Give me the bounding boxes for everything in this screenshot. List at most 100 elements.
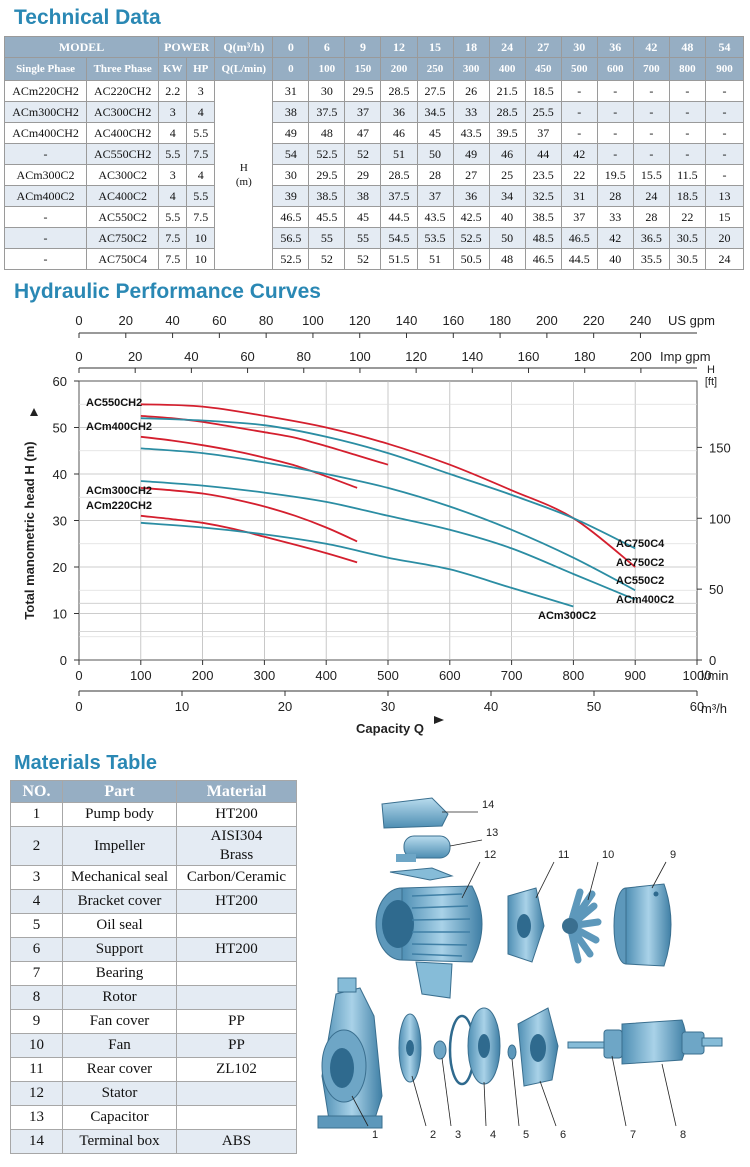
head-value: 56.5: [272, 227, 310, 249]
flow-m3h-cell: 15: [416, 36, 454, 58]
table-row: 7 Bearing: [10, 961, 297, 986]
head-value: 44.5: [380, 206, 418, 228]
part-name: Capacitor: [62, 1105, 177, 1130]
us-gpm-tick-label: 200: [536, 313, 558, 328]
head-value: 46.5: [524, 248, 562, 270]
callout-leader-line: [539, 1080, 557, 1127]
table-row: - AC750C2 7.5 10 56.5 55 55 54.5 53.5 52.5 50 48.5 4…: [3, 227, 745, 249]
table-row: 2 Impeller AISI304 Brass: [10, 826, 297, 866]
part-material: ZL102: [176, 1057, 297, 1082]
head-value: 45: [344, 206, 382, 228]
part-header: Part: [62, 780, 177, 803]
hp-value: 10: [186, 227, 216, 249]
head-value: 51: [380, 143, 418, 165]
lmin-tick-label: 600: [439, 668, 461, 683]
series-label: ACm400C2: [616, 594, 674, 606]
head-value: 25.5: [524, 101, 562, 123]
head-value: 28.5: [380, 164, 418, 186]
head-value: 22: [668, 206, 706, 228]
part-number: 5: [10, 913, 63, 938]
imp-gpm-tick-label: 0: [75, 349, 82, 364]
material-value: Brass: [219, 847, 254, 863]
head-value: 51: [416, 248, 454, 270]
head-value: 29: [344, 164, 382, 186]
flow-lmin-cell: 300: [452, 57, 490, 81]
power-header: POWER: [158, 36, 216, 58]
three-phase-model: AC550CH2: [86, 143, 160, 165]
flow-lmin-cell: 800: [668, 57, 706, 81]
three-phase-model: AC550C2: [86, 206, 160, 228]
us-gpm-tick-label: 140: [396, 313, 418, 328]
y-tick-label: 10: [53, 607, 67, 622]
callout-leader-line: [411, 1075, 427, 1127]
part-name: Bearing: [62, 961, 177, 986]
imp-gpm-tick-label: 140: [461, 349, 483, 364]
head-value: -: [560, 101, 598, 123]
material-value: HT200: [215, 893, 258, 909]
m3h-tick-label: 10: [175, 699, 189, 714]
us-gpm-tick-label: 80: [259, 313, 273, 328]
flow-lmin-cell: 150: [344, 57, 382, 81]
head-value: 25: [488, 164, 526, 186]
head-value: 34: [488, 185, 526, 207]
part-material: [176, 913, 297, 938]
head-value: 45.5: [308, 206, 346, 228]
pump-body-part: [317, 977, 383, 1129]
part-number: 11: [10, 1057, 63, 1082]
curve-ac750c4: [140, 417, 636, 550]
head-value: 49: [452, 143, 490, 165]
series-label: AC750C2: [616, 557, 664, 569]
imp-gpm-tick-label: 20: [128, 349, 142, 364]
imp-gpm-tick-label: 100: [349, 349, 371, 364]
part-material: [176, 985, 297, 1010]
lmin-tick-label: 300: [254, 668, 276, 683]
single-phase-model: -: [3, 206, 88, 228]
head-value: 36.5: [632, 227, 670, 249]
head-value: 37.5: [380, 185, 418, 207]
head-value: 36: [380, 101, 418, 123]
material-header: Material: [176, 780, 297, 803]
m3h-tick-label: 20: [278, 699, 292, 714]
callout-number: 11: [558, 849, 569, 861]
head-value: 26: [452, 80, 490, 102]
imp-gpm-tick-label: 200: [630, 349, 652, 364]
single-phase-model: ACm400CH2: [3, 122, 88, 144]
part-number: 13: [10, 1105, 63, 1130]
callout-number: 6: [560, 1129, 566, 1141]
head-value: 37: [560, 206, 598, 228]
single-phase-header: Single Phase: [3, 57, 88, 81]
head-value: 52.5: [452, 227, 490, 249]
head-value: 51.5: [380, 248, 418, 270]
part-material: PP: [176, 1033, 297, 1058]
head-value: 24: [632, 185, 670, 207]
hydraulic-performance-chart: 0 10 20 30 40 50 60 Total manometric head H (m)…: [22, 313, 731, 736]
head-value: 27: [452, 164, 490, 186]
head-value: -: [704, 80, 745, 102]
callout-leader-line: [611, 1055, 627, 1127]
part-number: 7: [10, 961, 63, 986]
head-value: 28: [596, 185, 634, 207]
hp-header: HP: [186, 57, 216, 81]
head-value: -: [704, 122, 745, 144]
head-value: 38: [344, 185, 382, 207]
kw-value: 3: [158, 101, 188, 123]
flow-lmin-cell: 600: [596, 57, 634, 81]
hp-value: 5.5: [186, 185, 216, 207]
ft-tick-label: 50: [709, 582, 723, 597]
flow-m3h-cell: 18: [452, 36, 490, 58]
flow-lmin-cell: 100: [308, 57, 346, 81]
callout-number: 5: [523, 1129, 529, 1141]
terminal-box-part: [381, 797, 449, 829]
head-value: 44.5: [560, 248, 598, 270]
support-part: [517, 1007, 559, 1087]
callout-number: 7: [630, 1129, 636, 1141]
us-gpm-tick-label: 40: [165, 313, 179, 328]
material-value: AISI304: [210, 828, 263, 844]
part-material: [176, 961, 297, 986]
head-value: 28.5: [488, 101, 526, 123]
y-axis-arrow-icon: [30, 408, 38, 416]
part-number: 1: [10, 802, 63, 827]
us-gpm-tick-label: 180: [489, 313, 511, 328]
head-value: 38: [272, 101, 310, 123]
head-value: -: [596, 80, 634, 102]
